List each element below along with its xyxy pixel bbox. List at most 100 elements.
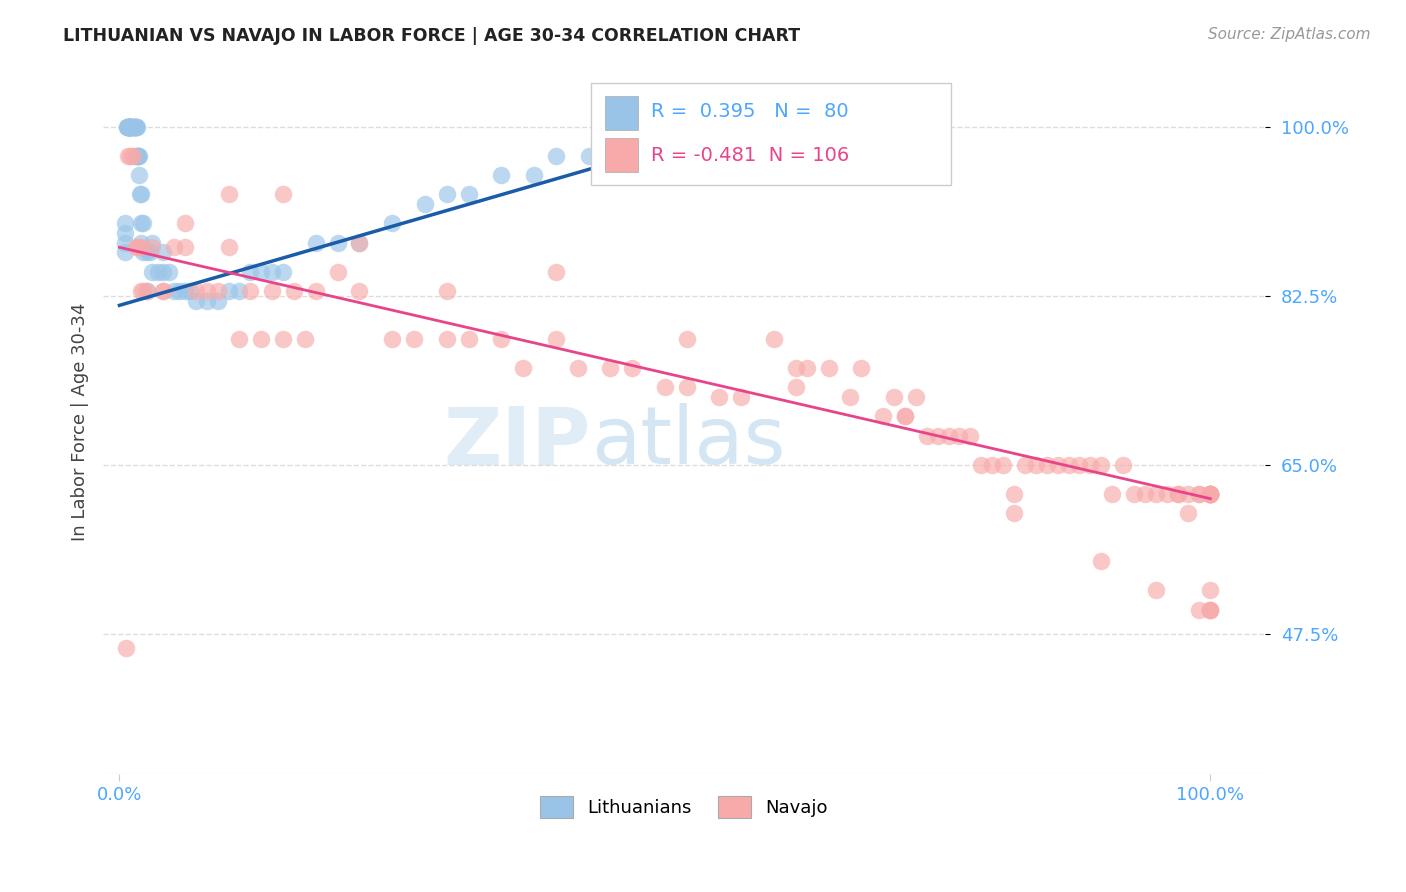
Point [283, 284, 305, 298]
Point [218, 187, 240, 202]
Point [544, 148, 567, 162]
Point [436, 332, 458, 346]
Point [122, 120, 145, 134]
Point [349, 235, 371, 250]
Point [567, 361, 589, 376]
Point [578, 148, 600, 162]
Point [146, 264, 169, 278]
Text: LITHUANIAN VS NAVAJO IN LABOR FORCE | AGE 30-34 CORRELATION CHART: LITHUANIAN VS NAVAJO IN LABOR FORCE | AG… [63, 27, 800, 45]
Point [1199, 487, 1222, 501]
Point [174, 216, 197, 230]
Point [872, 409, 894, 424]
Point [349, 284, 371, 298]
Point [294, 332, 316, 346]
Point [184, 284, 207, 298]
Point [127, 148, 149, 162]
Point [120, 120, 142, 134]
Point [169, 284, 191, 298]
Point [981, 458, 1004, 472]
Point [118, 120, 141, 134]
Point [1025, 458, 1047, 472]
Text: atlas: atlas [591, 403, 786, 482]
Point [128, 168, 150, 182]
Point [1199, 603, 1222, 617]
Point [1167, 487, 1189, 501]
Point [1123, 487, 1146, 501]
Point [141, 264, 163, 278]
Point [643, 139, 665, 153]
Point [114, 216, 136, 230]
Point [948, 429, 970, 443]
Point [1090, 458, 1112, 472]
Text: Source: ZipAtlas.com: Source: ZipAtlas.com [1208, 27, 1371, 42]
Point [785, 361, 807, 376]
Point [1078, 458, 1101, 472]
Point [118, 120, 141, 134]
Point [762, 332, 785, 346]
Point [991, 458, 1014, 472]
Point [894, 409, 917, 424]
Point [349, 235, 371, 250]
Point [1133, 487, 1156, 501]
Point [817, 361, 839, 376]
Point [152, 284, 174, 298]
Point [163, 240, 186, 254]
Point [120, 120, 142, 134]
Point [1057, 458, 1080, 472]
Point [239, 284, 262, 298]
Point [115, 120, 138, 134]
Point [457, 332, 479, 346]
Point [1014, 458, 1036, 472]
Point [927, 429, 949, 443]
Point [381, 332, 404, 346]
Point [120, 120, 142, 134]
Point [1144, 487, 1167, 501]
Point [120, 120, 142, 134]
Point [709, 390, 731, 404]
Point [121, 148, 143, 162]
Point [904, 390, 927, 404]
Point [544, 332, 567, 346]
Point [970, 458, 993, 472]
Point [730, 390, 752, 404]
Point [117, 120, 139, 134]
Point [132, 284, 155, 298]
Point [131, 284, 153, 298]
Point [1199, 487, 1222, 501]
Point [796, 361, 818, 376]
Point [785, 380, 807, 394]
Point [599, 361, 621, 376]
Point [117, 148, 139, 162]
Point [523, 168, 546, 182]
Point [262, 264, 284, 278]
Point [457, 187, 479, 202]
Point [125, 120, 148, 134]
Point [959, 429, 981, 443]
Point [117, 120, 139, 134]
Point [125, 148, 148, 162]
Point [207, 284, 229, 298]
Point [1002, 487, 1025, 501]
Point [262, 284, 284, 298]
Point [654, 380, 676, 394]
Point [207, 293, 229, 308]
FancyBboxPatch shape [591, 83, 952, 185]
Point [1199, 487, 1222, 501]
Point [1177, 487, 1199, 501]
Point [139, 245, 162, 260]
Point [122, 120, 145, 134]
Point [1188, 487, 1211, 501]
FancyBboxPatch shape [605, 138, 637, 172]
Point [125, 148, 148, 162]
Point [402, 332, 425, 346]
Point [1090, 554, 1112, 568]
Point [121, 120, 143, 134]
Point [114, 226, 136, 240]
Point [610, 139, 633, 153]
Point [135, 284, 157, 298]
Point [675, 332, 697, 346]
Point [436, 187, 458, 202]
Point [179, 284, 201, 298]
Point [120, 120, 142, 134]
Point [1199, 487, 1222, 501]
